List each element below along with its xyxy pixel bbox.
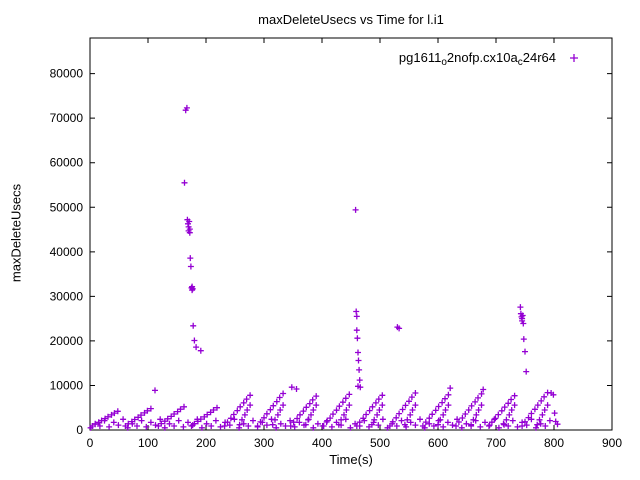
tick-marks [89, 38, 613, 431]
y-tick-label: 0 [76, 423, 83, 437]
legend-label: pg1611o2nofp.cx10ac24r64 [399, 50, 556, 68]
y-tick-label: 70000 [50, 111, 84, 125]
plot-frame [89, 37, 613, 431]
chart-title: maxDeleteUsecs vs Time for l.i1 [258, 12, 444, 27]
x-axis-label: Time(s) [329, 452, 373, 467]
legend-marker-icon [570, 54, 578, 62]
y-tick-label: 20000 [50, 334, 84, 348]
scatter-points [87, 104, 561, 431]
y-tick-label: 40000 [50, 245, 84, 259]
x-tick-label: 900 [602, 436, 622, 450]
x-tick-label: 800 [544, 436, 564, 450]
x-tick-label: 600 [428, 436, 448, 450]
x-tick-label: 200 [196, 436, 216, 450]
x-tick-label: 500 [370, 436, 390, 450]
x-tick-label: 400 [312, 436, 332, 450]
x-tick-label: 100 [138, 436, 158, 450]
y-axis-label: maxDeleteUsecs [8, 183, 24, 283]
y-tick-label: 80000 [50, 67, 84, 81]
x-tick-label: 0 [87, 436, 94, 450]
x-tick-label: 700 [486, 436, 506, 450]
y-tick-label: 10000 [50, 378, 84, 392]
y-tick-label: 60000 [50, 156, 84, 170]
x-tick-label: 300 [254, 436, 274, 450]
y-tick-label: 50000 [50, 200, 84, 214]
y-tick-label: 30000 [50, 289, 84, 303]
